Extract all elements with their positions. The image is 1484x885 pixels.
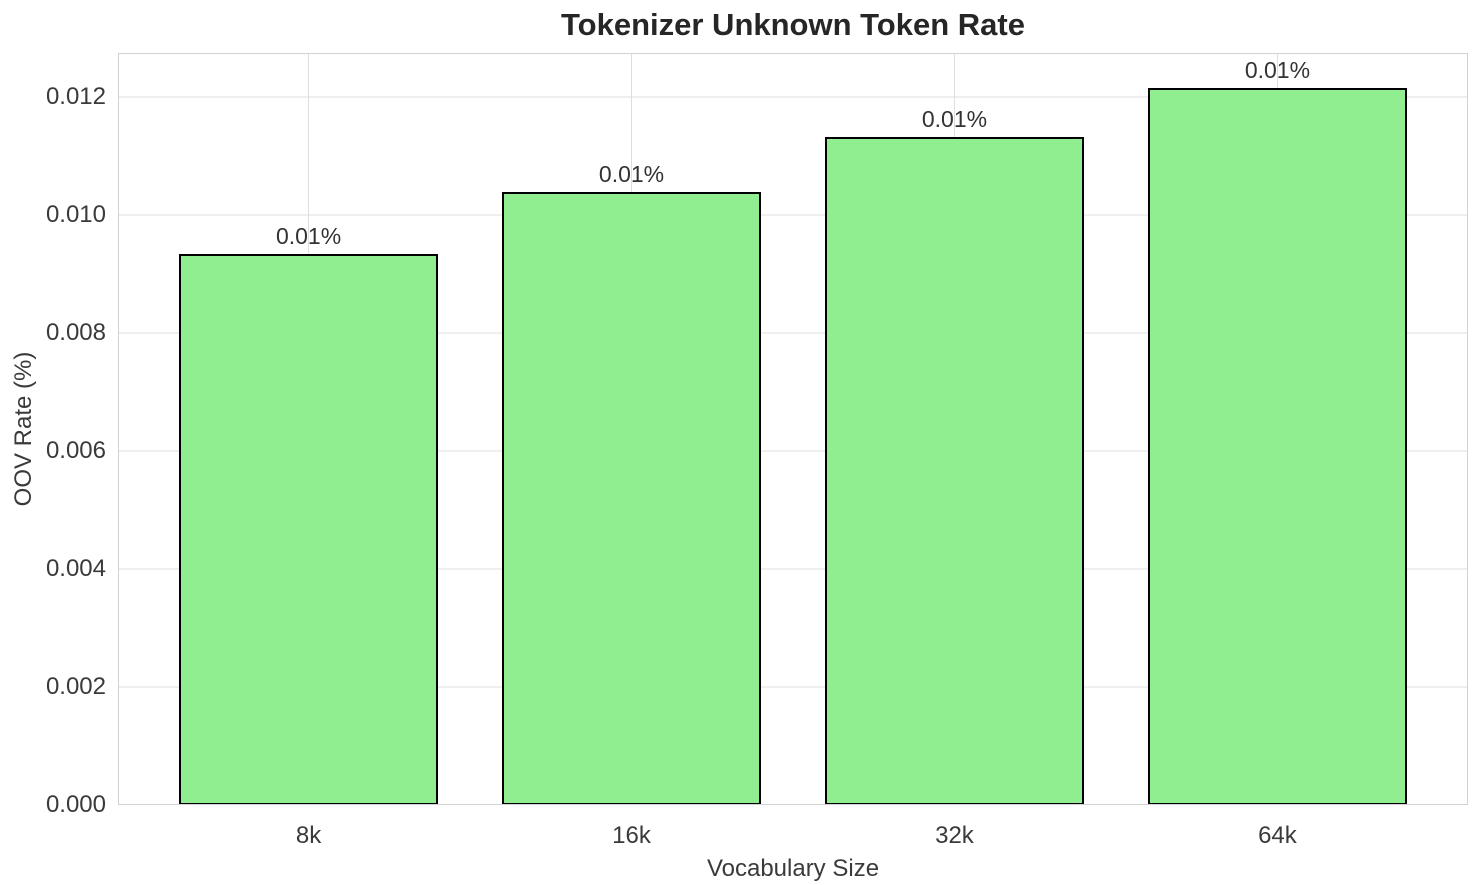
- bar-value-label: 0.01%: [1244, 57, 1311, 84]
- y-tick-label: 0.008: [45, 319, 106, 346]
- y-tick-label: 0.002: [45, 673, 106, 700]
- y-tick-label: 0.006: [45, 437, 106, 464]
- bar-value-label: 0.01%: [921, 106, 988, 133]
- chart-title: Tokenizer Unknown Token Rate: [561, 7, 1025, 42]
- bar-8k: [179, 253, 438, 805]
- grid-line-horizontal: [118, 214, 1468, 216]
- y-tick-label: 0.010: [45, 201, 106, 228]
- bar-32k: [825, 137, 1084, 805]
- bar-16k: [502, 192, 761, 805]
- x-axis-label: Vocabulary Size: [706, 855, 880, 882]
- plot-area: 0.01% 0.01% 0.01% 0.01%: [118, 53, 1468, 805]
- grid-line-horizontal: [118, 450, 1468, 452]
- bar-value-label: 0.01%: [275, 222, 342, 249]
- grid-line-horizontal: [118, 568, 1468, 570]
- y-tick-label: 0.000: [45, 791, 106, 818]
- x-tick-label: 8k: [295, 822, 322, 849]
- x-tick-label: 32k: [935, 822, 974, 849]
- y-tick-label: 0.012: [45, 83, 106, 110]
- grid-line-horizontal: [118, 686, 1468, 688]
- y-axis-label-text: OOV Rate (%): [10, 351, 37, 507]
- grid-line-horizontal: [118, 332, 1468, 334]
- bar-value-label: 0.01%: [598, 161, 665, 188]
- grid-line-horizontal: [118, 96, 1468, 98]
- x-tick-label: 64k: [1258, 822, 1297, 849]
- x-tick-label: 16k: [612, 822, 651, 849]
- y-tick-label: 0.004: [45, 555, 106, 582]
- bar-64k: [1148, 88, 1407, 805]
